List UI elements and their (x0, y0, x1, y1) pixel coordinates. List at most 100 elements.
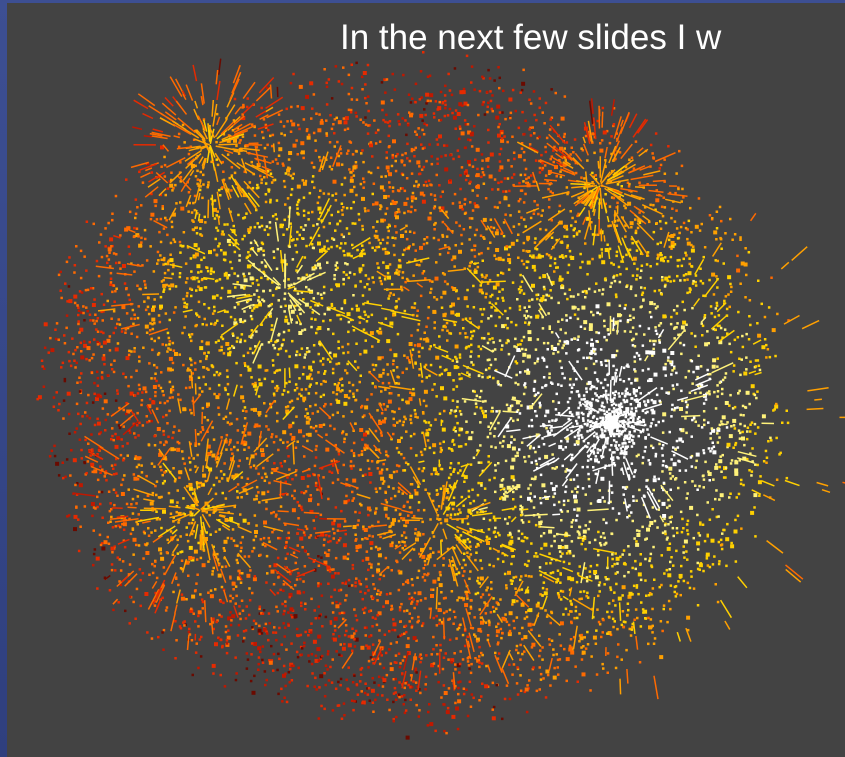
node-dot (505, 620, 509, 624)
node-dot (625, 267, 628, 271)
node-dot (700, 222, 703, 226)
node-dot (337, 154, 341, 158)
node-dot (352, 294, 355, 297)
node-dot (553, 503, 556, 507)
node-dot (403, 211, 406, 215)
node-dot (597, 530, 600, 534)
node-dot (260, 224, 264, 228)
node-dot (340, 202, 344, 205)
node-dot (155, 510, 158, 513)
node-dot (237, 464, 240, 468)
node-dot (539, 672, 543, 676)
node-dot (390, 604, 393, 608)
node-dot (171, 341, 175, 345)
node-dot (505, 684, 509, 687)
node-dot (309, 405, 312, 408)
node-dot (384, 651, 388, 655)
node-dot (410, 421, 413, 425)
node-dot (306, 485, 310, 488)
node-dot (550, 544, 553, 548)
node-dot (296, 105, 299, 108)
node-dot (701, 324, 705, 328)
node-dot (440, 696, 443, 699)
node-dot (444, 518, 449, 523)
node-dot (480, 461, 483, 464)
node-dot (591, 607, 594, 611)
node-dot (442, 313, 447, 318)
node-dot (218, 242, 221, 245)
node-dot (603, 500, 606, 503)
node-dot (443, 691, 448, 695)
node-dot (359, 680, 362, 683)
node-dot (361, 228, 364, 231)
node-dot (556, 266, 559, 269)
node-dot (227, 274, 231, 277)
node-dot (410, 596, 414, 600)
node-dot (150, 212, 155, 217)
node-dot (168, 318, 171, 322)
node-dot (270, 511, 273, 515)
node-dot (197, 610, 202, 615)
node-dot (614, 354, 618, 357)
node-dot (298, 353, 302, 356)
node-dot (558, 220, 563, 225)
node-dot (312, 93, 316, 96)
node-dot (231, 332, 235, 335)
node-dot (520, 142, 524, 145)
node-dot (444, 488, 449, 492)
node-dot (164, 312, 168, 315)
node-dot (716, 395, 719, 398)
node-dot (678, 149, 681, 153)
node-dot (432, 451, 436, 455)
node-dot (581, 260, 584, 264)
node-dot (262, 118, 266, 121)
node-dot (424, 563, 427, 567)
node-dot (415, 603, 419, 606)
node-dot (260, 181, 263, 185)
node-dot (529, 492, 532, 495)
node-dot (284, 349, 288, 353)
node-dot (249, 226, 252, 229)
node-dot (391, 362, 395, 366)
node-dot (409, 674, 413, 677)
node-dot (392, 359, 395, 362)
node-dot (452, 388, 455, 391)
node-dot (666, 506, 669, 509)
node-dot (448, 484, 452, 487)
node-dot (184, 281, 188, 284)
node-dot (459, 187, 462, 191)
node-dot (342, 249, 345, 253)
node-dot (495, 683, 498, 687)
node-dot (537, 254, 542, 259)
node-dot (411, 583, 414, 587)
node-dot (119, 453, 123, 457)
node-dot (459, 623, 462, 626)
node-dot (458, 373, 461, 376)
node-dot (299, 577, 302, 581)
node-dot (498, 290, 501, 293)
node-dot (499, 165, 504, 170)
node-dot (273, 563, 278, 568)
node-dot (670, 240, 675, 245)
node-dot (432, 467, 437, 472)
node-dot (365, 577, 368, 581)
node-dot (296, 440, 299, 443)
node-dot (273, 394, 276, 397)
node-dot (153, 305, 156, 308)
node-dot (184, 315, 187, 318)
node-dot (391, 153, 394, 157)
node-dot (253, 642, 257, 646)
node-dot (286, 197, 290, 200)
node-dot (481, 275, 484, 278)
node-dot (296, 501, 299, 504)
node-dot (482, 236, 485, 239)
node-dot (274, 515, 278, 518)
node-dot (334, 572, 337, 575)
node-dot (586, 414, 590, 418)
node-dot (576, 616, 579, 620)
node-dot (509, 533, 512, 536)
node-dot (515, 373, 518, 377)
node-dot (498, 169, 501, 172)
node-dot (472, 456, 476, 459)
node-dot (623, 204, 626, 207)
